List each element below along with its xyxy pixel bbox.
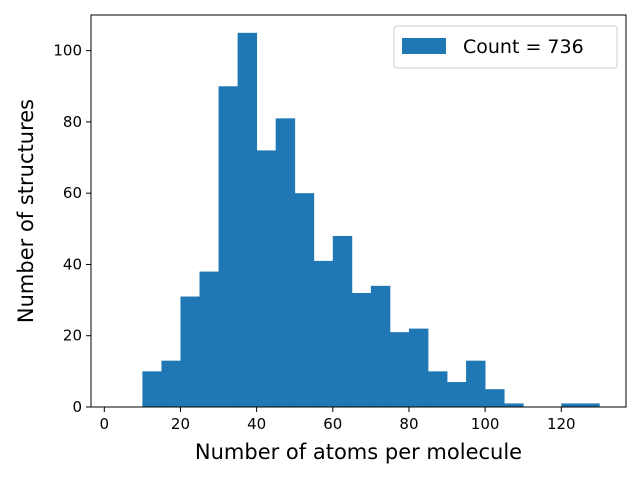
x-tick-label: 100 <box>471 415 500 433</box>
x-tick-label: 0 <box>100 415 110 433</box>
histogram-bar <box>237 32 258 408</box>
x-axis-ticks: 0 20 40 60 80 100 120 <box>100 407 576 433</box>
histogram-bar <box>256 150 277 407</box>
y-tick-label: 20 <box>63 327 82 345</box>
histogram-bar <box>427 371 448 407</box>
x-tick-label: 20 <box>171 415 190 433</box>
x-tick-label: 60 <box>323 415 342 433</box>
histogram-bar <box>161 360 181 407</box>
plot-frame <box>90 14 627 408</box>
x-axis-title: Number of atoms per molecule <box>195 440 522 464</box>
y-tick-label: 40 <box>63 255 82 273</box>
histogram-bar <box>447 382 467 407</box>
histogram-bar <box>351 292 372 407</box>
x-tick-label: 120 <box>547 415 576 433</box>
histogram-bar <box>180 296 200 407</box>
x-tick-label: 40 <box>247 415 266 433</box>
histogram-bar <box>466 360 486 407</box>
bars-group <box>142 32 600 408</box>
histogram-bar <box>389 332 410 407</box>
y-tick-label: 0 <box>72 398 82 416</box>
histogram-bar <box>199 271 219 407</box>
legend-box <box>393 25 618 69</box>
legend-swatch <box>402 38 446 54</box>
histogram-bar <box>332 235 353 407</box>
histogram-bar <box>294 193 315 407</box>
y-axis-ticks: 0 20 40 60 80 100 <box>53 42 91 416</box>
histogram-bar <box>218 86 239 407</box>
histogram-bar <box>485 389 505 407</box>
histogram-bar <box>275 118 296 407</box>
y-tick-label: 60 <box>63 184 82 202</box>
y-axis-title: Number of structures <box>14 99 38 323</box>
histogram-bar <box>313 260 334 407</box>
legend: Count = 736 <box>393 25 618 69</box>
y-tick-label: 80 <box>63 113 82 131</box>
legend-label: Count = 736 <box>463 36 584 58</box>
histogram-bar <box>504 403 524 407</box>
histogram-bar <box>408 328 429 407</box>
histogram-bar <box>142 371 162 407</box>
histogram-bar <box>370 285 391 407</box>
x-tick-label: 80 <box>399 415 418 433</box>
histogram-bar <box>561 403 581 407</box>
y-tick-label: 100 <box>53 42 82 60</box>
histogram-bar <box>580 403 600 407</box>
